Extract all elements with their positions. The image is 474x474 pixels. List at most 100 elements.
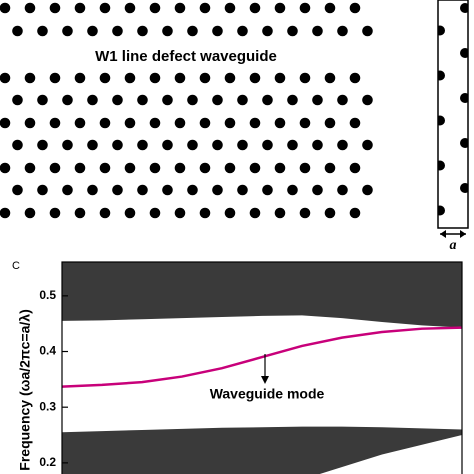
hole <box>362 25 373 37</box>
hole <box>460 93 468 103</box>
hole <box>24 117 36 129</box>
hole <box>174 2 186 14</box>
hole <box>299 117 311 129</box>
label-bg <box>80 42 300 70</box>
hole <box>49 162 61 174</box>
hole <box>37 184 48 196</box>
hole <box>224 72 236 84</box>
hole <box>212 139 223 151</box>
hole <box>438 115 445 126</box>
hole <box>24 162 36 174</box>
hole <box>249 72 261 84</box>
hole <box>299 2 311 14</box>
hole <box>87 139 98 151</box>
hole <box>137 184 148 196</box>
hole <box>62 25 73 37</box>
hole <box>12 184 23 196</box>
hole <box>337 139 348 151</box>
hole <box>37 25 48 37</box>
hole <box>349 2 361 14</box>
hole <box>324 117 336 129</box>
y-tick-label: 0.4 <box>39 344 56 358</box>
y-tick-label: 0.2 <box>39 455 56 469</box>
hole <box>162 94 173 106</box>
hole <box>74 117 86 129</box>
waveguide-label: W1 line defect waveguide <box>95 48 277 65</box>
hole <box>149 162 161 174</box>
hole <box>199 72 211 84</box>
hole <box>299 207 311 219</box>
hole <box>312 25 323 37</box>
hole <box>349 207 361 219</box>
hole <box>362 184 373 196</box>
hole <box>460 48 468 58</box>
hole <box>224 2 236 14</box>
hole <box>274 2 286 14</box>
hole <box>0 207 11 219</box>
panel-label: C <box>12 260 20 272</box>
photonic-crystal <box>0 2 373 219</box>
hole <box>137 25 148 37</box>
hole <box>224 117 236 129</box>
hole <box>62 184 73 196</box>
hole <box>262 184 273 196</box>
hole <box>124 72 136 84</box>
hole <box>199 117 211 129</box>
hole <box>438 160 445 171</box>
hole <box>262 25 273 37</box>
hole <box>349 162 361 174</box>
hole <box>124 117 136 129</box>
plot-area <box>62 262 462 474</box>
hole <box>149 117 161 129</box>
hole <box>87 25 98 37</box>
hole <box>0 2 11 14</box>
light-cone <box>319 435 462 474</box>
hole <box>99 2 111 14</box>
hole <box>324 2 336 14</box>
hole <box>187 184 198 196</box>
hole <box>224 207 236 219</box>
hole <box>149 72 161 84</box>
hole <box>174 117 186 129</box>
hole <box>74 2 86 14</box>
hole <box>74 72 86 84</box>
hole <box>187 94 198 106</box>
hole <box>124 207 136 219</box>
hole <box>438 205 445 216</box>
y-tick-label: 0.3 <box>39 399 56 413</box>
hole <box>162 25 173 37</box>
hole <box>12 94 23 106</box>
hole <box>112 94 123 106</box>
hole <box>174 207 186 219</box>
hole <box>312 184 323 196</box>
hole <box>99 207 111 219</box>
hole <box>174 72 186 84</box>
axes: 0.2 0.3 0.4 0.5 <box>39 288 68 469</box>
hole <box>438 25 445 36</box>
hole <box>37 139 48 151</box>
hole <box>112 139 123 151</box>
hole <box>362 94 373 106</box>
hole <box>287 184 298 196</box>
hole <box>149 2 161 14</box>
hole <box>287 94 298 106</box>
unit-cell-holes <box>438 3 468 216</box>
hole <box>112 184 123 196</box>
hole <box>112 25 123 37</box>
y-axis-label: Frequency (ωa/2πc=a/λ) <box>17 309 33 470</box>
hole <box>99 162 111 174</box>
hole <box>224 162 236 174</box>
hole <box>0 72 11 84</box>
hole <box>199 207 211 219</box>
hole <box>460 138 468 148</box>
band-area <box>62 262 462 328</box>
hole <box>187 139 198 151</box>
hole <box>12 139 23 151</box>
hole <box>174 162 186 174</box>
hole <box>212 184 223 196</box>
hole <box>87 184 98 196</box>
hole <box>49 207 61 219</box>
hole <box>324 207 336 219</box>
hole <box>337 94 348 106</box>
